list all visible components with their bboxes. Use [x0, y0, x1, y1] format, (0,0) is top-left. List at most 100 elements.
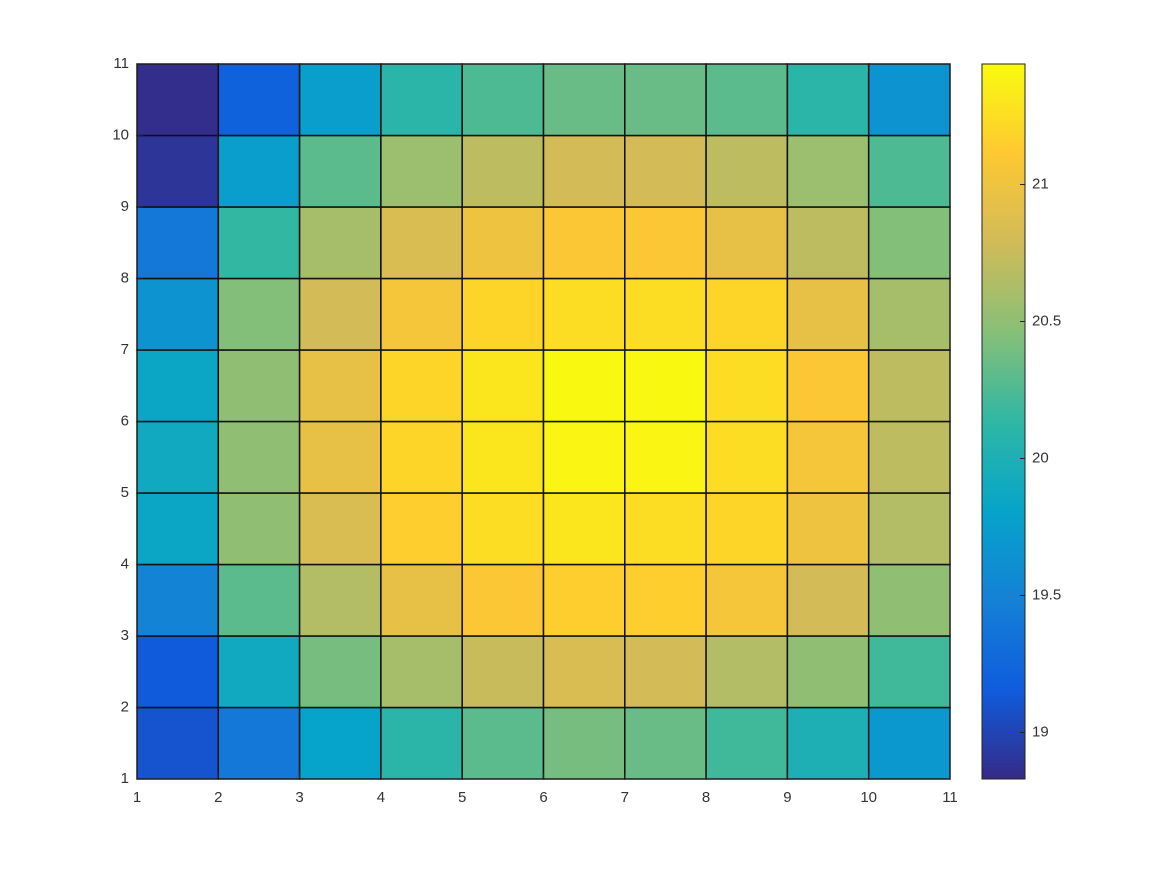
heatmap-cell [298, 563, 382, 637]
heatmap-cell [380, 706, 463, 780]
heatmap-cell [380, 492, 463, 566]
heatmap-cell [542, 635, 626, 709]
heatmap-cell [380, 63, 463, 137]
heatmap-cell [298, 349, 382, 423]
heatmap-cell [786, 706, 870, 780]
colorbar-tick-label: 21 [1032, 176, 1049, 193]
heatmap-cell [542, 63, 626, 137]
heatmap-cell [705, 277, 789, 351]
heatmap-cell [786, 206, 870, 280]
heatmap-cell [136, 420, 220, 494]
heatmap-cell [298, 635, 382, 709]
heatmap-cell [867, 134, 951, 208]
heatmap-cell [380, 563, 463, 637]
heatmap-cell [705, 492, 789, 566]
heatmap-cell [461, 492, 545, 566]
x-tick-label: 7 [621, 789, 629, 806]
heatmap-cell [461, 206, 545, 280]
heatmap-cell [705, 635, 789, 709]
heatmap-cell [624, 563, 707, 637]
heatmap-cell [786, 63, 870, 137]
heatmap-cell [217, 492, 301, 566]
heatmap-cell [136, 63, 220, 137]
heatmap-cell [786, 635, 870, 709]
heatmap-cell [705, 206, 789, 280]
heatmap-cell [786, 277, 870, 351]
heatmap-cell [542, 563, 626, 637]
heatmap-cell [136, 349, 220, 423]
x-tick-label: 3 [295, 789, 303, 806]
heatmap-cell [867, 206, 951, 280]
y-tick-label: 5 [121, 484, 129, 501]
heatmap-cell [136, 492, 220, 566]
heatmap-cell [217, 134, 301, 208]
heatmap-cell [217, 277, 301, 351]
heatmap-cell [624, 134, 707, 208]
heatmap-cell [624, 420, 707, 494]
heatmap-cell [705, 563, 789, 637]
heatmap-cell [217, 563, 301, 637]
y-tick-label: 2 [121, 698, 129, 715]
colorbar-tick-label: 19.5 [1032, 586, 1061, 603]
heatmap-cell [624, 206, 707, 280]
heatmap-cell [624, 635, 707, 709]
x-tick-label: 1 [133, 789, 141, 806]
y-tick-label: 3 [121, 627, 129, 644]
y-tick-label: 6 [121, 412, 129, 429]
heatmap-cell [624, 277, 707, 351]
heatmap-cell [786, 134, 870, 208]
heatmap-cell [542, 134, 626, 208]
heatmap-cell [705, 706, 789, 780]
heatmap-cell [136, 277, 220, 351]
heatmap-cell [461, 277, 545, 351]
heatmap-cell [461, 420, 545, 494]
x-tick-label: 9 [783, 789, 791, 806]
y-tick-label: 10 [112, 126, 129, 143]
heatmap-cell [380, 134, 463, 208]
heatmap-cell [217, 706, 301, 780]
heatmap-cell [380, 635, 463, 709]
heatmap-cell [461, 63, 545, 137]
heatmap-cell [217, 635, 301, 709]
heatmap-cell [298, 492, 382, 566]
heatmap-cell [298, 277, 382, 351]
heatmap-cell [867, 420, 951, 494]
heatmap-cell [867, 63, 951, 137]
heatmap-cell [786, 563, 870, 637]
heatmap-cell [380, 206, 463, 280]
heatmap-cell [461, 635, 545, 709]
colorbar-tick-label: 20 [1032, 449, 1049, 466]
y-tick-label: 9 [121, 198, 129, 215]
heatmap-cell [542, 206, 626, 280]
heatmap-cell [461, 706, 545, 780]
heatmap-cell [298, 206, 382, 280]
heatmap-cell [461, 134, 545, 208]
heatmap-cell [624, 706, 707, 780]
heatmap-cell [705, 63, 789, 137]
heatmap-cell [786, 349, 870, 423]
heatmap-cell [136, 134, 220, 208]
heatmap-cell [380, 349, 463, 423]
x-tick-label: 6 [539, 789, 547, 806]
heatmap-cell [624, 492, 707, 566]
x-tick-label: 4 [377, 789, 385, 806]
y-tick-label: 4 [121, 555, 129, 572]
heatmap-cell [867, 635, 951, 709]
heatmap-cell [786, 492, 870, 566]
heatmap-cell [461, 563, 545, 637]
heatmap-cell [136, 206, 220, 280]
heatmap-cell [217, 349, 301, 423]
heatmap-cell [217, 420, 301, 494]
heatmap-cell [542, 277, 626, 351]
heatmap-cell [136, 635, 220, 709]
heatmap-cell [867, 706, 951, 780]
heatmap-cell [298, 63, 382, 137]
heatmap-cell [298, 706, 382, 780]
y-tick-label: 1 [121, 770, 129, 787]
y-tick-label: 8 [121, 269, 129, 286]
heatmap-cell [867, 492, 951, 566]
heatmap-cell [867, 349, 951, 423]
heatmap-cell [705, 420, 789, 494]
